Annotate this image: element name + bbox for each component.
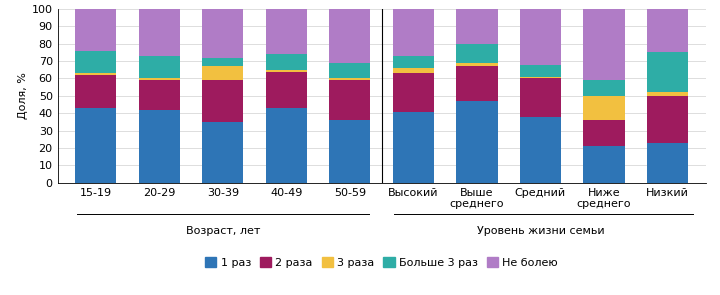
Bar <box>647 53 688 92</box>
Bar <box>520 77 561 78</box>
Bar <box>202 80 243 122</box>
Bar <box>75 73 117 75</box>
Bar <box>456 101 498 183</box>
Bar <box>75 51 117 73</box>
Bar <box>583 80 625 96</box>
Bar <box>202 122 243 183</box>
Bar <box>456 63 498 66</box>
Bar <box>266 9 307 54</box>
Bar <box>392 112 434 183</box>
Bar <box>75 108 117 183</box>
Bar <box>583 120 625 146</box>
Text: Возраст, лет: Возраст, лет <box>186 227 260 236</box>
Bar <box>647 96 688 143</box>
Bar <box>329 78 371 80</box>
Bar <box>392 73 434 112</box>
Bar <box>329 80 371 120</box>
Bar <box>647 9 688 53</box>
Bar <box>329 120 371 183</box>
Bar <box>266 71 307 108</box>
Bar <box>139 80 180 110</box>
Bar <box>75 75 117 108</box>
Text: Уровень жизни семьи: Уровень жизни семьи <box>477 227 604 236</box>
Bar <box>266 108 307 183</box>
Bar <box>583 146 625 183</box>
Bar <box>266 70 307 71</box>
Bar <box>520 9 561 65</box>
Bar <box>75 9 117 51</box>
Bar <box>583 9 625 80</box>
Bar <box>202 9 243 58</box>
Legend: 1 раз, 2 раза, 3 раза, Больше 3 раз, Не болею: 1 раз, 2 раза, 3 раза, Больше 3 раз, Не … <box>205 258 558 268</box>
Bar <box>456 44 498 63</box>
Bar <box>139 78 180 80</box>
Bar <box>266 54 307 70</box>
Bar <box>202 58 243 66</box>
Bar <box>647 143 688 183</box>
Bar <box>329 9 371 63</box>
Y-axis label: Доля, %: Доля, % <box>17 73 27 119</box>
Bar <box>456 66 498 101</box>
Bar <box>139 110 180 183</box>
Bar <box>392 68 434 73</box>
Bar <box>139 56 180 78</box>
Bar <box>392 9 434 56</box>
Bar <box>647 92 688 96</box>
Bar <box>392 56 434 68</box>
Bar <box>456 9 498 44</box>
Bar <box>520 65 561 77</box>
Bar <box>583 96 625 120</box>
Bar <box>139 9 180 56</box>
Bar <box>520 117 561 183</box>
Bar <box>329 63 371 78</box>
Bar <box>520 78 561 117</box>
Bar <box>202 66 243 80</box>
